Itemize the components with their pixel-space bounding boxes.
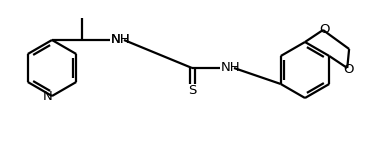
Text: N: N <box>43 90 53 103</box>
Text: NH: NH <box>111 33 130 45</box>
Text: O: O <box>319 22 329 36</box>
Text: S: S <box>188 83 196 96</box>
Text: NH: NH <box>111 33 130 45</box>
Text: NH: NH <box>111 33 130 45</box>
Text: NH: NH <box>221 61 240 74</box>
Text: O: O <box>343 62 354 75</box>
